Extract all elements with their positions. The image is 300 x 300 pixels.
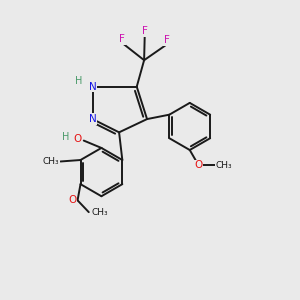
- Text: H: H: [75, 76, 82, 86]
- Text: CH₃: CH₃: [92, 208, 108, 217]
- Text: N: N: [89, 82, 97, 92]
- Text: F: F: [164, 35, 170, 46]
- Text: O: O: [68, 195, 76, 205]
- Text: CH₃: CH₃: [215, 161, 232, 170]
- Text: O: O: [73, 134, 81, 144]
- Text: CH₃: CH₃: [43, 157, 59, 166]
- Text: F: F: [142, 26, 148, 36]
- Text: F: F: [119, 34, 125, 44]
- Text: N: N: [89, 114, 97, 124]
- Text: H: H: [62, 132, 70, 142]
- Text: O: O: [194, 160, 203, 170]
